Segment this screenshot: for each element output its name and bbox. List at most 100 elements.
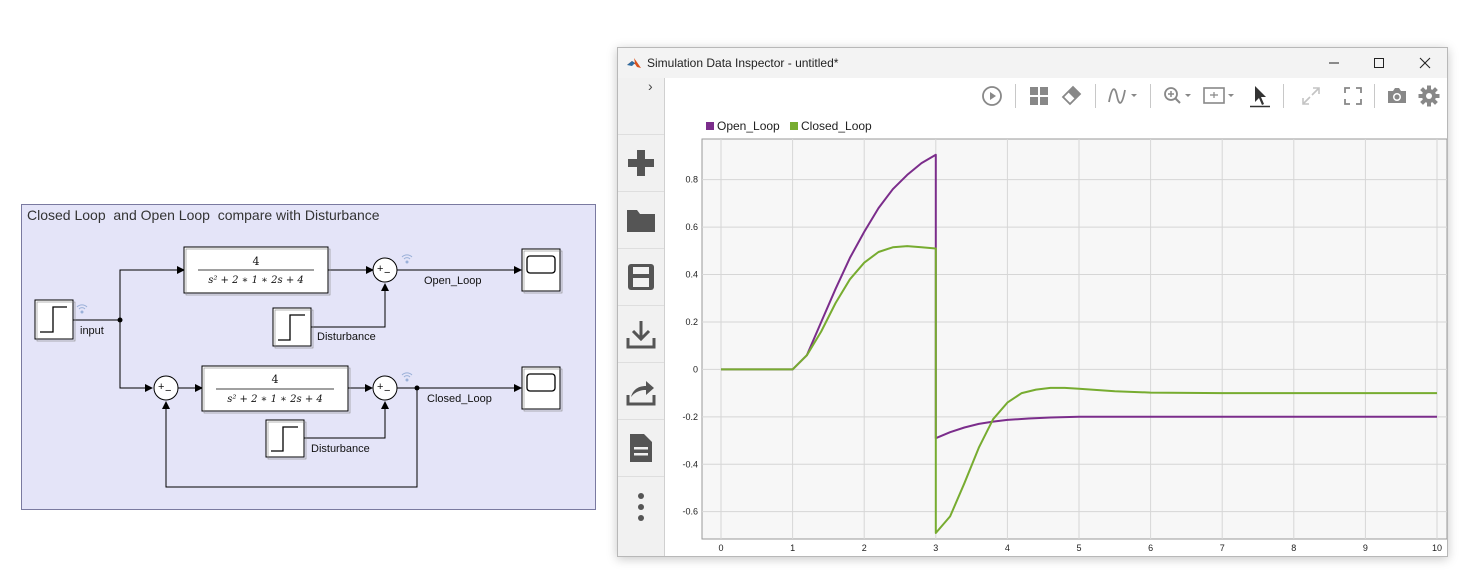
signal-label-closed-loop: Closed_Loop — [427, 393, 492, 405]
y-tick-label: -0.4 — [682, 459, 698, 469]
plot-area[interactable]: Open_Loop Closed_Loop 0 1 2 3 4 5 6 7 8 9 10 -0.6 -0… — [665, 114, 1447, 554]
x-tick-label: 4 — [1005, 543, 1010, 553]
sdi-window: Simulation Data Inspector - untitled* › — [617, 47, 1448, 557]
zoom-icon[interactable] — [1161, 84, 1195, 108]
svg-text:+: + — [158, 381, 164, 393]
y-tick-label: -0.6 — [682, 507, 698, 517]
window-title: Simulation Data Inspector - untitled* — [647, 56, 839, 70]
signal-label-disturbance-2: Disturbance — [311, 443, 370, 455]
signal-label-open-loop: Open_Loop — [424, 275, 482, 287]
save-button[interactable] — [618, 248, 664, 305]
minimize-button[interactable] — [1314, 52, 1354, 74]
report-button[interactable] — [618, 419, 664, 476]
fit-to-view-icon[interactable] — [1201, 84, 1237, 108]
signal-label-input: input — [80, 325, 104, 337]
x-tick-label: 10 — [1432, 543, 1442, 553]
scope-block-closed-loop[interactable] — [521, 366, 563, 412]
wires — [73, 266, 522, 488]
tf-numerator: 4 — [253, 255, 260, 268]
open-folder-button[interactable] — [618, 191, 664, 248]
folder-icon — [627, 210, 655, 232]
block-diagram: input 4 s² + 2 ∗ 1 ∗ 2s + 4 4 s² + 2 ∗ 1… — [34, 246, 563, 488]
download-icon — [626, 321, 656, 349]
tf-numerator: 4 — [272, 373, 279, 386]
y-tick-label: 0.8 — [685, 175, 698, 185]
signal-logging-icon — [76, 304, 88, 314]
svg-text:+: + — [377, 381, 383, 393]
close-button[interactable] — [1405, 52, 1445, 74]
tick-labels: 0 1 2 3 4 5 6 7 8 9 10 -0.6 -0.4 -0.2 0 0.2 0.4 0.6 0.8 — [682, 175, 1442, 553]
simulink-area: input 4 s² + 2 ∗ 1 ∗ 2s + 4 4 s² + 2 ∗ 1… — [21, 204, 596, 510]
save-icon — [628, 264, 654, 290]
y-tick-label: 0.4 — [685, 270, 698, 280]
toolbar-separator — [1374, 84, 1375, 108]
x-tick-label: 0 — [718, 543, 723, 553]
legend-label-closed-loop: Closed_Loop — [801, 119, 872, 133]
x-tick-label: 3 — [933, 543, 938, 553]
svg-text:−: − — [165, 385, 171, 397]
x-tick-label: 8 — [1291, 543, 1296, 553]
legend-label-open-loop: Open_Loop — [717, 119, 780, 133]
expand-chevron-icon[interactable]: › — [648, 78, 653, 94]
legend: Open_Loop Closed_Loop — [706, 119, 872, 133]
share-icon — [626, 381, 656, 406]
document-icon — [630, 434, 652, 462]
sum-block-open-loop[interactable]: + − — [372, 257, 398, 283]
toolbar-separator — [1283, 84, 1284, 108]
signal-logging-icon — [401, 372, 413, 382]
toolbar-separator — [1095, 84, 1096, 108]
sum-block-feedback[interactable]: + − — [153, 375, 179, 401]
branch-point — [117, 317, 123, 323]
transfer-function-open-loop[interactable]: 4 s² + 2 ∗ 1 ∗ 2s + 4 — [183, 246, 331, 296]
fullscreen-icon[interactable] — [1341, 84, 1365, 108]
legend-swatch-open-loop — [706, 122, 714, 130]
camera-icon[interactable] — [1385, 84, 1409, 108]
plot-toolbar — [665, 78, 1447, 114]
transfer-function-closed-loop[interactable]: 4 s² + 2 ∗ 1 ∗ 2s + 4 — [201, 365, 351, 414]
replay-icon[interactable] — [980, 84, 1004, 108]
step-input-block[interactable] — [34, 299, 76, 342]
branch-point — [414, 385, 420, 391]
y-tick-label: -0.2 — [682, 412, 698, 422]
more-button[interactable] — [618, 476, 664, 537]
area-title: Closed Loop and Open Loop compare with D… — [27, 207, 380, 223]
x-tick-label: 5 — [1076, 543, 1081, 553]
x-tick-label: 9 — [1363, 543, 1368, 553]
eraser-icon[interactable] — [1059, 84, 1083, 108]
export-button[interactable] — [618, 362, 664, 419]
signal-logging-icon — [401, 254, 413, 264]
cursor-icon[interactable] — [1248, 84, 1272, 108]
svg-text:+: + — [377, 263, 383, 275]
sum-block-closed-loop[interactable]: + − — [372, 375, 398, 401]
svg-text:−: − — [384, 385, 390, 397]
y-tick-label: 0 — [693, 364, 698, 374]
gear-icon[interactable] — [1417, 84, 1441, 108]
toolbar-separator — [1150, 84, 1151, 108]
more-vertical-icon — [638, 493, 644, 521]
y-tick-label: 0.2 — [685, 317, 698, 327]
layout-grid-icon[interactable] — [1027, 84, 1051, 108]
legend-swatch-closed-loop — [790, 122, 798, 130]
signal-style-icon[interactable] — [1107, 84, 1141, 108]
expand-icon[interactable] — [1299, 84, 1323, 108]
x-tick-label: 7 — [1220, 543, 1225, 553]
tf-denominator: s² + 2 ∗ 1 ∗ 2s + 4 — [227, 394, 323, 405]
disturbance-step-block-1[interactable] — [272, 307, 314, 349]
series-line-closed-loop[interactable] — [721, 245, 1437, 534]
maximize-button[interactable] — [1359, 52, 1399, 74]
plus-icon — [628, 150, 654, 176]
import-button[interactable] — [618, 305, 664, 362]
x-tick-label: 6 — [1148, 543, 1153, 553]
add-button[interactable] — [618, 134, 664, 191]
scope-block-open-loop[interactable] — [521, 248, 563, 294]
svg-text:−: − — [384, 267, 390, 279]
y-tick-label: 0.6 — [685, 222, 698, 232]
sidebar: › — [618, 78, 665, 556]
x-tick-label: 1 — [790, 543, 795, 553]
series-lines — [721, 153, 1437, 534]
toolbar-separator — [1015, 84, 1016, 108]
disturbance-step-block-2[interactable] — [265, 419, 307, 460]
title-bar[interactable]: Simulation Data Inspector - untitled* — [618, 48, 1447, 78]
signal-label-disturbance-1: Disturbance — [317, 331, 376, 343]
axes-background — [701, 138, 1447, 540]
